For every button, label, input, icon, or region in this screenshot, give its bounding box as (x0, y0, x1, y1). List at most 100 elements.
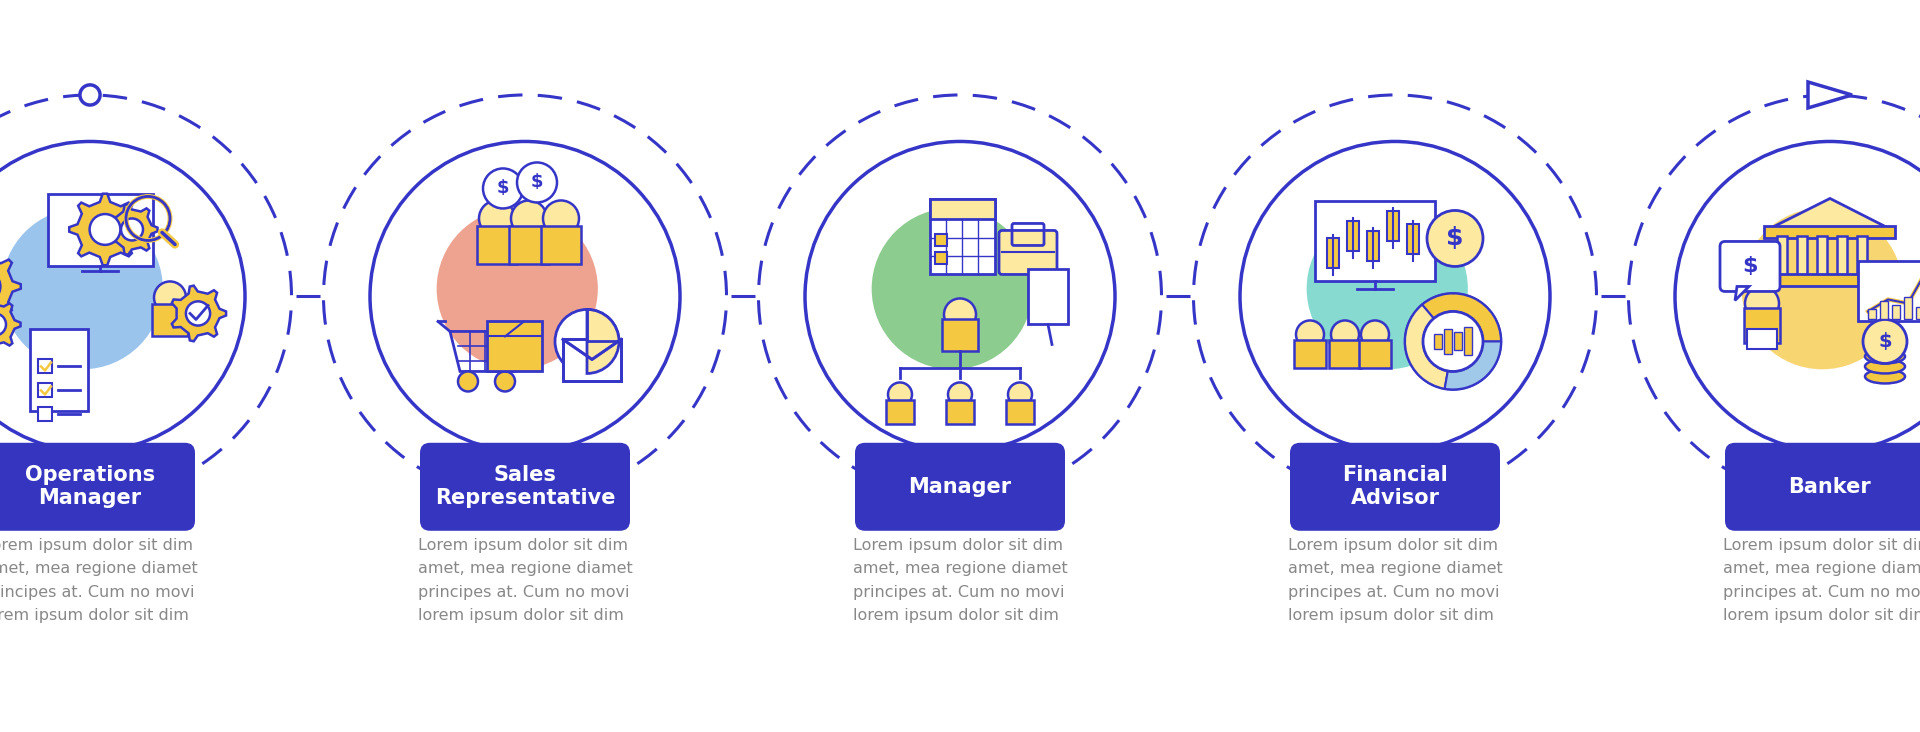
Bar (1006, 400, 1035, 425)
Text: Lorem ipsum dolor sit dim
amet, mea regione diamet
principes at. Cum no movi
lor: Lorem ipsum dolor sit dim amet, mea regi… (0, 538, 198, 623)
Bar (1407, 225, 1419, 255)
Bar (885, 400, 914, 425)
Text: Sales
Representative: Sales Representative (434, 465, 614, 509)
Bar (1294, 340, 1327, 368)
Bar (563, 340, 620, 381)
Polygon shape (1764, 198, 1895, 231)
Bar (488, 321, 541, 371)
Text: Lorem ipsum dolor sit dim
amet, mea regione diamet
principes at. Cum no movi
lor: Lorem ipsum dolor sit dim amet, mea regi… (1288, 538, 1501, 623)
FancyBboxPatch shape (1724, 443, 1920, 531)
Polygon shape (1736, 286, 1749, 300)
Bar (1868, 310, 1876, 319)
Circle shape (1296, 321, 1325, 348)
Circle shape (81, 85, 100, 105)
Polygon shape (0, 250, 21, 322)
Circle shape (371, 141, 680, 452)
FancyBboxPatch shape (1720, 242, 1780, 291)
Bar (1837, 236, 1847, 278)
Circle shape (1862, 319, 1907, 364)
Bar (1359, 340, 1390, 368)
Bar (1434, 334, 1442, 349)
Bar (1367, 231, 1379, 261)
Text: $: $ (530, 173, 543, 192)
Circle shape (516, 163, 557, 203)
Circle shape (555, 310, 618, 373)
Circle shape (484, 168, 522, 209)
FancyBboxPatch shape (854, 443, 1066, 531)
Bar (1916, 307, 1920, 319)
Bar (1857, 236, 1866, 278)
Wedge shape (588, 310, 618, 373)
Bar (38, 359, 52, 373)
Bar (1463, 327, 1473, 356)
Circle shape (1240, 141, 1549, 452)
Text: $: $ (1878, 332, 1891, 351)
Circle shape (459, 371, 478, 392)
Circle shape (1745, 286, 1780, 321)
Circle shape (1741, 208, 1903, 370)
Circle shape (436, 208, 597, 370)
Bar (152, 305, 188, 337)
Circle shape (478, 201, 515, 236)
Bar (509, 226, 549, 264)
Polygon shape (1809, 82, 1853, 108)
Circle shape (1674, 141, 1920, 452)
Text: Manager: Manager (908, 477, 1012, 497)
Circle shape (804, 141, 1116, 452)
Circle shape (1008, 382, 1033, 406)
Bar (476, 226, 516, 264)
Bar (1880, 302, 1887, 319)
Bar (929, 199, 995, 220)
Text: Lorem ipsum dolor sit dim
amet, mea regione diamet
principes at. Cum no movi
lor: Lorem ipsum dolor sit dim amet, mea regi… (1722, 538, 1920, 623)
Bar (935, 253, 947, 264)
Text: $: $ (497, 179, 509, 198)
Bar (38, 408, 52, 422)
Bar (1743, 308, 1780, 343)
Bar (929, 199, 995, 274)
Bar (1797, 236, 1807, 278)
Bar (943, 319, 977, 351)
Circle shape (1308, 208, 1469, 370)
Polygon shape (69, 194, 140, 265)
Bar (1747, 329, 1778, 349)
Bar (1764, 274, 1895, 286)
Wedge shape (1405, 305, 1448, 389)
Bar (563, 340, 620, 381)
Bar (1027, 269, 1068, 324)
Bar (1315, 201, 1434, 282)
Bar (1386, 212, 1400, 242)
Bar (564, 341, 618, 379)
Text: $: $ (1446, 226, 1463, 250)
Polygon shape (171, 285, 227, 341)
Circle shape (948, 382, 972, 406)
Bar (1859, 261, 1920, 321)
FancyBboxPatch shape (998, 231, 1058, 274)
Circle shape (872, 208, 1033, 370)
Text: Lorem ipsum dolor sit dim
amet, mea regione diamet
principes at. Cum no movi
lor: Lorem ipsum dolor sit dim amet, mea regi… (419, 538, 632, 623)
Bar (1905, 297, 1912, 319)
Circle shape (121, 218, 142, 240)
Circle shape (1331, 321, 1359, 348)
Text: Lorem ipsum dolor sit dim
amet, mea regione diamet
principes at. Cum no movi
lor: Lorem ipsum dolor sit dim amet, mea regi… (852, 538, 1068, 623)
Circle shape (0, 313, 6, 335)
Wedge shape (1423, 294, 1501, 341)
Bar (1348, 222, 1359, 252)
Bar (31, 329, 88, 411)
Bar (1453, 332, 1461, 351)
Bar (38, 384, 52, 397)
Circle shape (945, 299, 975, 330)
Bar (1891, 305, 1901, 319)
FancyBboxPatch shape (1290, 443, 1500, 531)
Polygon shape (108, 204, 157, 255)
Ellipse shape (1864, 370, 1905, 384)
Bar (1444, 329, 1452, 354)
Bar (1329, 340, 1361, 368)
Circle shape (887, 382, 912, 406)
Polygon shape (0, 299, 21, 350)
Bar (947, 400, 973, 425)
Bar (48, 195, 154, 266)
Circle shape (1361, 321, 1388, 348)
Text: $: $ (1741, 256, 1757, 277)
Circle shape (543, 201, 580, 236)
Wedge shape (1444, 341, 1501, 389)
